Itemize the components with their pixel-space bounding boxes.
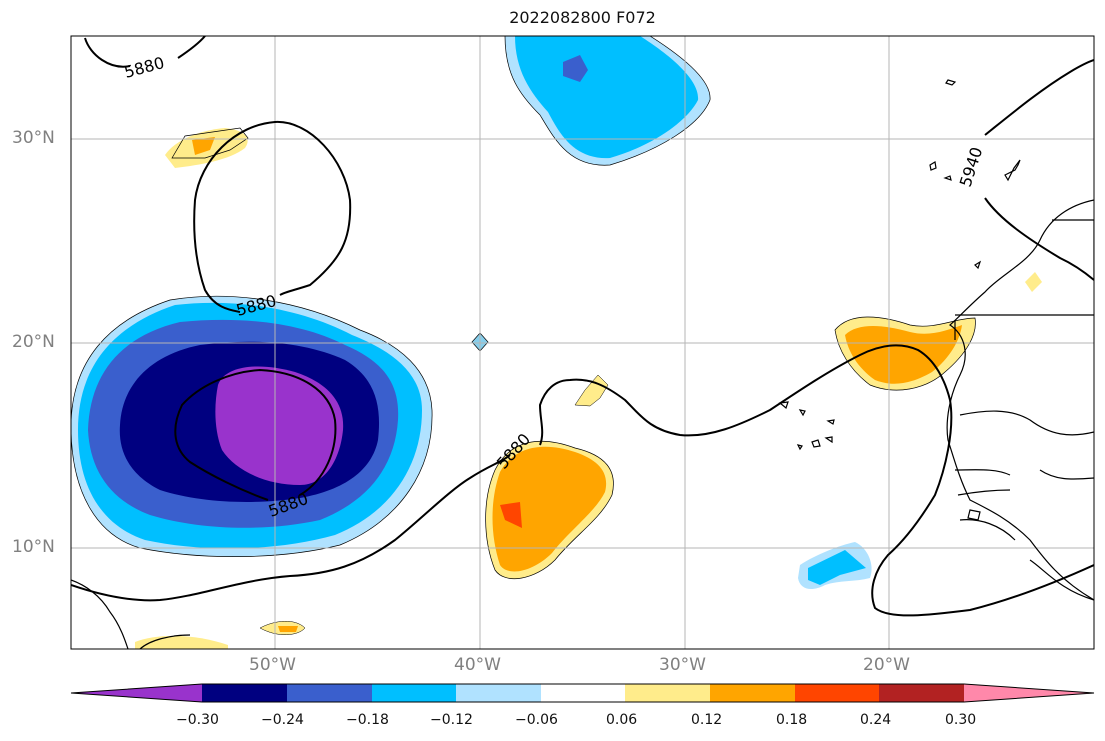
lon-label-40w: 40°W <box>454 655 501 675</box>
map-title: 2022082800 F072 <box>509 8 656 27</box>
colorbar-tick-label: −0.24 <box>261 712 304 728</box>
colorbar-tick-label: 0.30 <box>945 712 977 728</box>
graticule <box>71 36 1094 649</box>
lon-label-50w: 50°W <box>249 655 296 675</box>
lat-label-30n: 30°N <box>12 128 55 148</box>
coastlines <box>71 79 1094 649</box>
colorbar-tick-label: 0.24 <box>860 712 892 728</box>
contour-label: 5880 <box>122 53 166 82</box>
lat-label-10n: 10°N <box>12 537 55 557</box>
negative-anomaly-southeast <box>798 542 872 590</box>
colorbar-tick-label: 0.12 <box>691 712 723 728</box>
colorbar-tick-label: 0.06 <box>606 712 638 728</box>
positive-anomaly-northwest <box>165 127 249 168</box>
colorbar-tick-label: −0.30 <box>176 712 219 728</box>
colorbar-tick-label: −0.18 <box>346 712 389 728</box>
height-contours <box>71 36 1094 617</box>
positive-anomaly-east <box>834 316 976 391</box>
colorbar-tick-label: −0.06 <box>515 712 558 728</box>
negative-anomaly-north <box>504 36 711 166</box>
lat-label-20n: 20°N <box>12 332 55 352</box>
lon-label-20w: 20°W <box>863 655 910 675</box>
contour-label: 5940 <box>956 145 987 190</box>
colorbar-tick-label: 0.18 <box>776 712 808 728</box>
positive-anomaly-south <box>485 440 614 579</box>
plot-frame <box>70 35 1095 650</box>
colorbar-tick-label: −0.12 <box>430 712 473 728</box>
lon-label-30w: 30°W <box>659 655 706 675</box>
negative-anomaly-west <box>71 295 433 558</box>
